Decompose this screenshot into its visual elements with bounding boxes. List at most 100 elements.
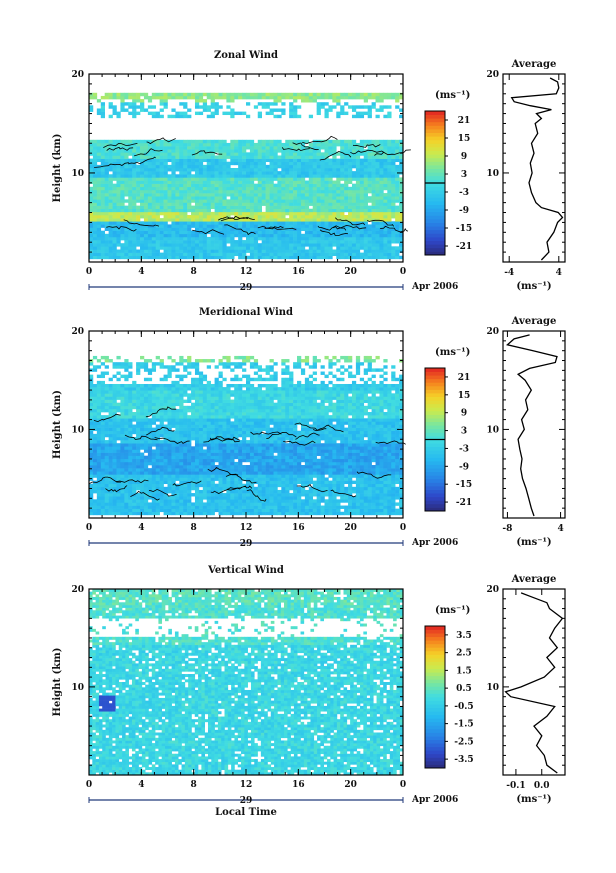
- heatmap-cell: [89, 489, 94, 494]
- heatmap-cell: [293, 508, 298, 513]
- heatmap-cell: [175, 139, 180, 144]
- heatmap-cell: [218, 186, 223, 191]
- heatmap-cell: [297, 480, 302, 485]
- heatmap-cell: [132, 199, 137, 203]
- heatmap-cell: [300, 499, 306, 503]
- heatmap-cell: [92, 505, 98, 509]
- heatmap-cell: [171, 199, 176, 203]
- heatmap-cell: [273, 199, 278, 203]
- heatmap-cell: [316, 243, 321, 247]
- heatmap-cell: [194, 142, 200, 147]
- heatmap-cell: [171, 108, 176, 112]
- heatmap-cell: [120, 474, 125, 478]
- heatmap-cell: [151, 114, 157, 119]
- heatmap-cell: [140, 199, 145, 203]
- heatmap-cell: [293, 215, 298, 219]
- heatmap-cell: [289, 255, 294, 260]
- heatmap-cell: [226, 465, 231, 469]
- heatmap-cell: [371, 189, 376, 194]
- heatmap-cell: [348, 146, 353, 150]
- heatmap-cell: [367, 458, 372, 463]
- heatmap-cell: [163, 458, 168, 463]
- heatmap-cell: [202, 502, 208, 506]
- heatmap-cell: [261, 180, 266, 184]
- heatmap-cell: [328, 252, 333, 257]
- heatmap-cell: [351, 158, 357, 163]
- heatmap-cell: [218, 205, 223, 210]
- heatmap-cell: [128, 139, 133, 144]
- heatmap-cell: [238, 215, 243, 219]
- heatmap-cell: [171, 511, 176, 516]
- heatmap-cell: [96, 174, 102, 178]
- heatmap-cell: [336, 142, 341, 147]
- heatmap-cell: [179, 458, 184, 463]
- heatmap-cell: [304, 502, 310, 506]
- heatmap-cell: [140, 227, 145, 231]
- heatmap-cell: [297, 249, 302, 253]
- heatmap-cell: [285, 161, 290, 166]
- heatmap-cell: [124, 193, 129, 197]
- heatmap-cell: [324, 471, 329, 475]
- heatmap-cell: [269, 243, 274, 247]
- heatmap-cell: [340, 215, 345, 219]
- heatmap-cell: [328, 183, 333, 188]
- heatmap-cell: [171, 489, 176, 494]
- heatmap-cell: [399, 255, 404, 260]
- heatmap-cell: [171, 215, 176, 219]
- heatmap-cell: [191, 139, 196, 144]
- heatmap-cell: [226, 92, 231, 97]
- heatmap-cell: [155, 252, 160, 257]
- heatmap-cell: [132, 95, 137, 100]
- heatmap-cell: [116, 95, 121, 100]
- heatmap-cell: [238, 461, 243, 466]
- heatmap-cell: [163, 477, 168, 481]
- heatmap-cell: [183, 199, 188, 203]
- heatmap-cell: [210, 205, 215, 210]
- heatmap-cell: [206, 168, 211, 172]
- heatmap-cell: [383, 252, 388, 257]
- heatmap-cell: [359, 483, 365, 488]
- heatmap-cell: [242, 158, 247, 163]
- heatmap-cell: [336, 99, 341, 103]
- heatmap-cell: [269, 152, 274, 156]
- heatmap-cell: [246, 218, 251, 222]
- heatmap-cell: [391, 252, 396, 257]
- heatmap-cell: [238, 218, 243, 222]
- heatmap-cell: [108, 168, 113, 172]
- heatmap-cell: [104, 227, 109, 231]
- heatmap-cell: [246, 155, 251, 159]
- heatmap-cell: [285, 95, 290, 100]
- heatmap-cell: [163, 171, 168, 175]
- heatmap-cell: [108, 202, 113, 206]
- heatmap-cell: [143, 508, 149, 513]
- heatmap-cell: [395, 139, 400, 144]
- heatmap-cell: [269, 177, 274, 181]
- heatmap-cell: [96, 108, 102, 112]
- heatmap-cell: [359, 505, 365, 509]
- heatmap-cell: [218, 477, 223, 481]
- heatmap-cell: [277, 139, 282, 144]
- heatmap-cell: [218, 505, 223, 509]
- heatmap-cell: [379, 508, 384, 513]
- heatmap-cell: [187, 146, 192, 150]
- heatmap-cell: [269, 240, 274, 244]
- heatmap-cell: [281, 499, 286, 503]
- heatmap-cell: [375, 496, 380, 500]
- heatmap-cell: [293, 186, 298, 191]
- heatmap-cell: [355, 174, 361, 178]
- heatmap-cell: [246, 511, 251, 516]
- heatmap-cell: [348, 152, 353, 156]
- heatmap-cell: [132, 111, 137, 116]
- heatmap-cell: [210, 202, 215, 206]
- heatmap-cell: [249, 149, 255, 153]
- heatmap-cell: [277, 108, 282, 112]
- profile-x-tick-label: -4: [504, 268, 514, 278]
- heatmap-cell: [300, 146, 306, 150]
- heatmap-cell: [143, 221, 149, 225]
- heatmap-cell: [191, 468, 196, 472]
- heatmap-cell: [120, 458, 125, 463]
- heatmap-cell: [359, 502, 365, 506]
- heatmap-cell: [304, 174, 310, 178]
- heatmap-cell: [399, 227, 404, 231]
- heatmap-cell: [285, 174, 290, 178]
